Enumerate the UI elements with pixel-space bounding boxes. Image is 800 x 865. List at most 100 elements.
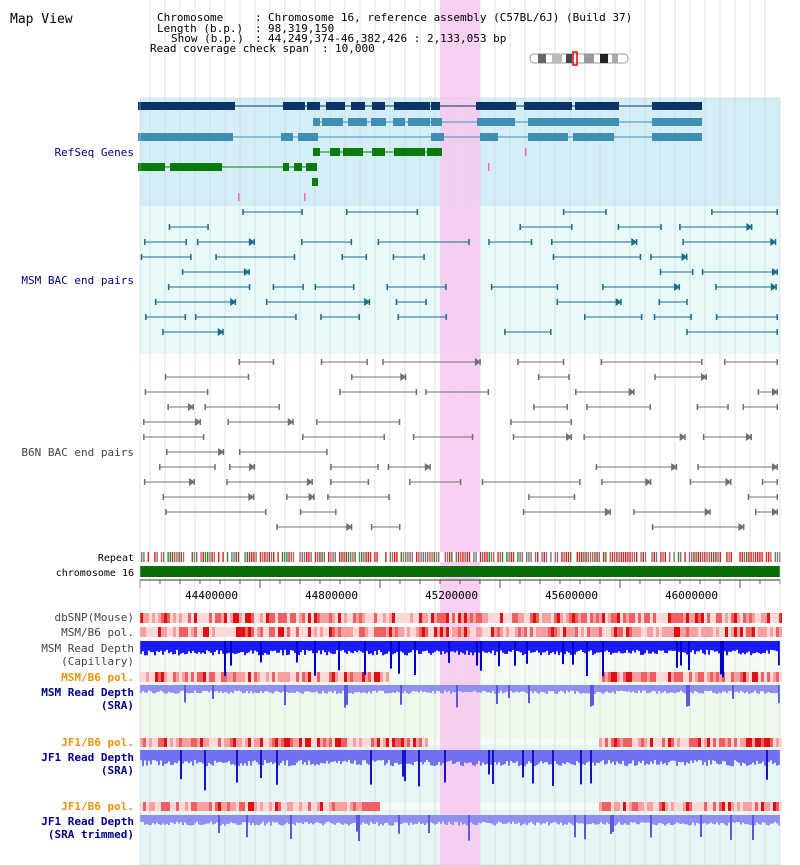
heat-cell (365, 613, 368, 623)
msm-bac-track[interactable] (140, 209, 778, 336)
heat-cell (287, 613, 290, 623)
repeat-element (204, 552, 207, 562)
repeat-element (222, 552, 224, 562)
repeat-element (748, 552, 750, 562)
jf1-depth-sra-label[interactable]: JF1 Read Depth (41, 751, 134, 764)
refseq-genes-track[interactable] (138, 102, 702, 201)
jf1-depth-trim-label[interactable]: JF1 Read Depth (41, 815, 134, 828)
heat-cell (224, 738, 227, 747)
chromosome-bar[interactable] (140, 566, 780, 577)
depth-bar (642, 815, 644, 823)
depth-bar (486, 685, 488, 693)
depth-bar (596, 750, 598, 763)
b6n-bac-label[interactable]: B6N BAC end pairs (21, 446, 134, 459)
chromosome-ideogram[interactable] (529, 51, 629, 66)
heat-cell (776, 672, 779, 682)
depth-bar (432, 685, 434, 692)
refseq-genes-label[interactable]: RefSeq Genes (55, 146, 134, 159)
heat-cell (611, 738, 614, 747)
heat-cell (668, 802, 671, 811)
depth-bar (776, 641, 778, 652)
msm-b6-pol2-label[interactable]: MSM/B6 pol. (61, 671, 134, 684)
heat-cell (305, 613, 308, 623)
bac-end (143, 419, 145, 425)
depth-bar (442, 641, 444, 652)
heat-cell (371, 738, 374, 747)
heat-cell (314, 802, 317, 811)
bac-arrow (249, 463, 256, 471)
depth-bar (688, 815, 690, 826)
heat-cell (407, 613, 410, 623)
heat-cell (275, 613, 278, 623)
depth-bar (156, 685, 158, 693)
heat-cell (653, 738, 656, 747)
depth-bar (634, 815, 636, 823)
depth-bar (702, 815, 704, 824)
depth-bar (546, 641, 548, 651)
depth-bar (198, 641, 200, 653)
depth-bar (480, 685, 482, 693)
bac-end (341, 254, 343, 260)
depth-bar (606, 641, 608, 651)
heat-cell (662, 613, 665, 623)
depth-bar (664, 750, 666, 764)
heat-cell (737, 613, 740, 623)
bac-end (425, 299, 427, 305)
depth-bar (450, 750, 452, 761)
depth-bar (696, 750, 698, 762)
depth-bar (344, 685, 346, 708)
msm-bac-label[interactable]: MSM BAC end pairs (21, 274, 134, 287)
depth-bar (760, 641, 762, 654)
depth-bar (306, 750, 308, 766)
depth-bar (512, 750, 514, 763)
msm-depth-sra-label[interactable]: MSM Read Depth (41, 686, 134, 699)
heat-cell (665, 738, 668, 747)
depth-bar (738, 641, 740, 654)
depth-bar (578, 750, 580, 763)
depth-bar (268, 685, 270, 693)
b6n-bac-track[interactable] (143, 358, 778, 531)
heat-cell (605, 802, 608, 811)
bac-end (215, 254, 217, 260)
depth-bar (714, 815, 716, 825)
jf1-b6-pol2-label[interactable]: JF1/B6 pol. (61, 800, 134, 813)
jf1-b6-pol-label[interactable]: JF1/B6 pol. (61, 736, 134, 749)
repeat-element (444, 552, 446, 562)
bac-end (487, 389, 490, 395)
heat-cell (725, 672, 728, 682)
heat-cell (773, 738, 776, 747)
repeat-element (266, 552, 268, 562)
heat-cell (665, 802, 668, 811)
depth-bar (354, 750, 356, 761)
heat-cell (272, 672, 275, 682)
depth-bar (554, 750, 556, 762)
heat-cell (500, 627, 503, 637)
heat-cell (419, 613, 422, 623)
dbsnp-label[interactable]: dbSNP(Mouse) (55, 611, 134, 624)
heat-cell (212, 627, 215, 637)
heat-cell (392, 738, 395, 747)
depth-bar (456, 750, 458, 762)
depth-bar (310, 750, 312, 765)
heat-cell (263, 627, 266, 637)
bac-arrow (188, 478, 195, 486)
depth-bar (534, 685, 536, 692)
repeat-element (691, 552, 693, 562)
selected-region-highlight[interactable] (440, 0, 480, 865)
depth-bar (512, 815, 514, 822)
heat-cell (194, 627, 197, 637)
bac-end (140, 254, 143, 260)
msm-b6-pol-label[interactable]: MSM/B6 pol. (61, 626, 134, 639)
heat-cell (146, 738, 149, 747)
depth-bar (212, 685, 214, 699)
depth-bar (166, 750, 168, 764)
depth-bar (160, 685, 162, 691)
repeat-element (361, 552, 363, 562)
heat-cell (422, 613, 425, 623)
depth-bar (598, 685, 600, 692)
depth-bar (550, 641, 552, 654)
bac-end (566, 404, 568, 410)
heat-cell (179, 672, 182, 682)
heat-cell (314, 738, 317, 747)
msm-depth-capillary-label[interactable]: MSM Read Depth (41, 642, 134, 655)
